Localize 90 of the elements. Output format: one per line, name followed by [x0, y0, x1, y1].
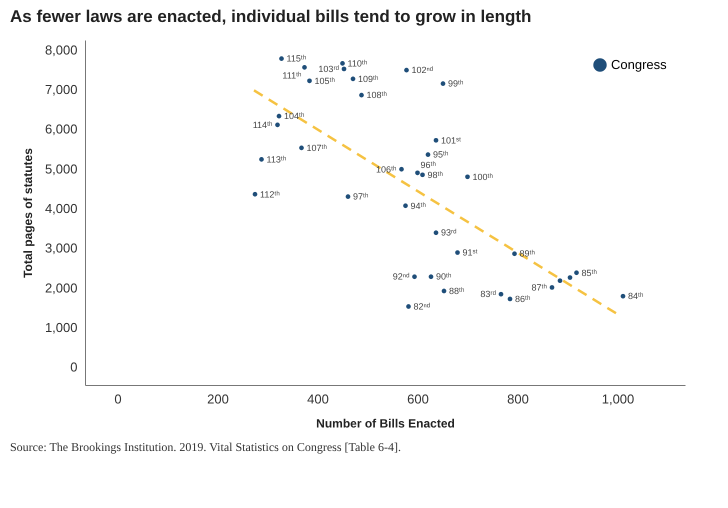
point	[340, 61, 345, 66]
y-tick-label: 8,000	[44, 42, 78, 58]
chart-title: As fewer laws are enacted, individual bills tend to grow in length	[10, 7, 532, 26]
annotation: 84ᵗʰ	[628, 291, 644, 302]
point	[252, 192, 258, 197]
annotation: 113ᵗʰ	[266, 154, 287, 164]
annotation: 103ʳᵈ	[318, 64, 340, 74]
y-axis-title: Total pages of statutes	[20, 148, 35, 278]
point	[442, 288, 446, 294]
point	[426, 152, 430, 157]
point	[440, 81, 446, 86]
annotation: 99ᵗʰ	[448, 78, 464, 89]
annotation: 91ˢᵗ	[462, 248, 478, 258]
x-axis-title: Number of Bills Enacted	[316, 416, 455, 430]
point	[550, 285, 554, 290]
x-tick-label: 1,000	[602, 392, 634, 406]
annotation: 88ᵗʰ	[449, 286, 465, 296]
point	[498, 292, 504, 297]
x-tick-label: 400	[307, 392, 329, 406]
point	[558, 278, 562, 284]
y-tick-label: 3,000	[44, 240, 78, 256]
point	[508, 296, 512, 302]
annotation: 112ᵗʰ	[260, 189, 280, 200]
annotation: 102ⁿᵈ	[412, 65, 434, 76]
annotation: 95ᵗʰ	[433, 150, 449, 160]
annotation: 105ᵗʰ	[314, 76, 336, 86]
y-tick-label: 5,000	[44, 161, 78, 176]
point	[307, 78, 312, 84]
annotation: 97ᵗʰ	[353, 192, 369, 202]
x-tick-label: 200	[207, 392, 229, 406]
point	[465, 174, 470, 180]
annotation: 96ᵗʰ	[420, 160, 436, 170]
point	[455, 250, 460, 255]
annotation: 93ʳᵈ	[441, 228, 458, 238]
point	[350, 76, 356, 82]
legend-label: Congress	[611, 57, 668, 72]
y-tick-label: 4,000	[44, 201, 78, 216]
annotation: 85ᵗʰ	[582, 268, 598, 278]
annotation: 89ᵗʰ	[520, 248, 536, 259]
y-tick-label: 6,000	[44, 122, 78, 137]
annotation: 90ᵗʰ	[436, 272, 452, 282]
annotation: 107ᵗʰ	[306, 142, 328, 153]
annotation: 115ᵗʰ	[286, 54, 307, 64]
point	[434, 138, 438, 143]
annotation: 114ᵗʰ	[252, 120, 274, 130]
annotation: 111ᵗʰ	[282, 70, 302, 80]
point	[302, 65, 307, 70]
annotation: 87ᵗʰ	[532, 282, 548, 292]
point	[574, 270, 579, 276]
annotation: 94ᵗʰ	[410, 200, 426, 211]
point	[406, 304, 411, 309]
point	[342, 66, 346, 72]
annotation: 100ᵗʰ	[472, 172, 494, 182]
x-tick-label: 800	[507, 392, 529, 406]
annotation: 83ʳᵈ	[480, 289, 497, 300]
annotation: 106ᵗʰ	[376, 164, 398, 174]
point	[404, 68, 409, 72]
point	[403, 203, 408, 208]
point	[399, 166, 404, 172]
point	[412, 274, 417, 280]
point	[276, 114, 282, 118]
y-tick-label: 7,000	[44, 82, 78, 98]
source-note: Source: The Brookings Institution. 2019. Vital Statistics on Congress [Table 6-4].	[10, 440, 401, 454]
point	[620, 294, 626, 299]
point	[299, 146, 304, 150]
annotation: 98ᵗʰ	[428, 170, 444, 180]
point	[428, 274, 434, 280]
x-tick-label: 0	[114, 392, 122, 406]
annotation: 82ⁿᵈ	[414, 301, 431, 312]
point	[415, 170, 420, 176]
point	[346, 194, 350, 199]
point	[359, 92, 364, 98]
point	[420, 172, 425, 178]
x-tick-label: 600	[407, 392, 429, 406]
y-tick-label: 0	[70, 360, 78, 375]
point	[434, 230, 438, 236]
annotation: 108ᵗʰ	[366, 90, 388, 100]
annotation: 86ᵗʰ	[515, 294, 531, 304]
annotation: 110ᵗʰ	[348, 58, 368, 68]
point	[259, 157, 264, 162]
annotation: 104ᵗʰ	[284, 111, 305, 122]
point	[275, 122, 280, 128]
annotation: 92ⁿᵈ	[392, 272, 410, 282]
point	[512, 251, 517, 256]
point	[279, 56, 284, 61]
point	[568, 275, 572, 280]
y-tick-label: 2,000	[44, 280, 78, 296]
y-tick-label: 1,000	[44, 320, 78, 335]
annotation: 109ᵗʰ	[358, 74, 379, 84]
annotation: 101ˢᵗ	[441, 135, 462, 146]
